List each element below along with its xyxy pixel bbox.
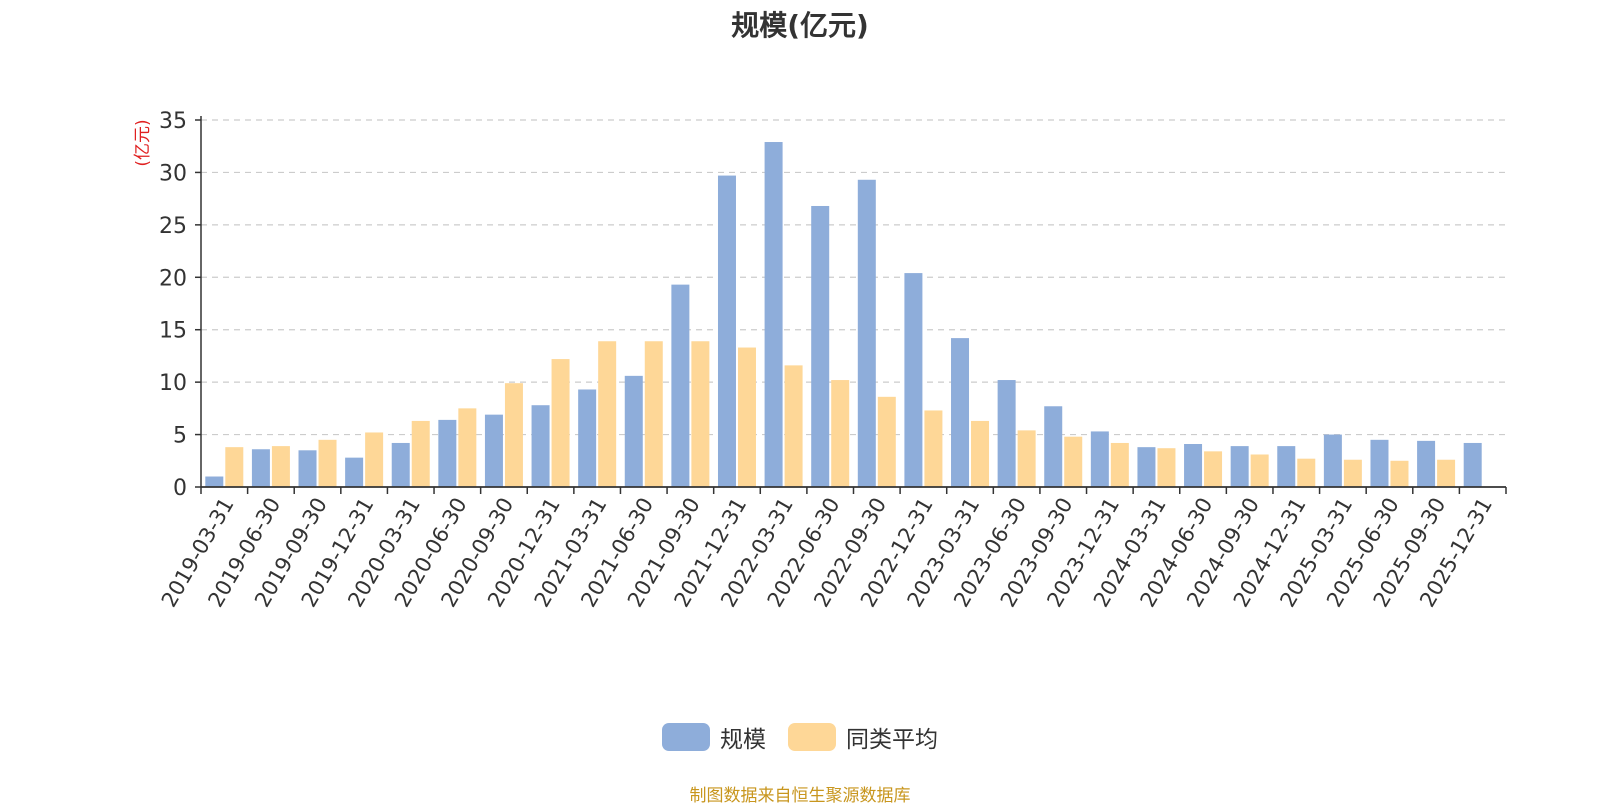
y-axis-label: (亿元)	[133, 119, 153, 166]
bar-series-2-2021-03-31	[598, 341, 617, 487]
bar-series-1-2024-03-31	[1137, 447, 1156, 487]
bar-series-1-2019-12-31	[345, 457, 364, 487]
y-tick-label-15: 15	[159, 319, 187, 344]
bar-series-2-2021-06-30	[644, 341, 663, 487]
bar-series-2-2025-09-30	[1437, 459, 1456, 487]
bar-series-1-2022-12-31	[904, 273, 923, 487]
bar-series-2-2024-09-30	[1250, 454, 1269, 487]
bar-series-1-2022-03-31	[764, 142, 783, 487]
source-note: 制图数据来自恒生聚源数据库	[689, 786, 911, 806]
bar-series-1-2025-09-30	[1417, 440, 1436, 487]
y-tick-label-20: 20	[159, 266, 187, 291]
bar-series-2-2024-06-30	[1204, 451, 1223, 487]
bar-series-1-2024-12-31	[1277, 446, 1296, 487]
legend-label-series-2: 同类平均	[846, 727, 938, 753]
bar-series-1-2021-03-31	[578, 389, 597, 487]
bar-series-1-2021-12-31	[717, 175, 736, 487]
bar-series-2-2022-03-31	[784, 365, 803, 487]
bar-series-1-2019-06-30	[251, 449, 270, 487]
bar-series-1-2024-09-30	[1230, 446, 1249, 487]
bar-series-1-2019-03-31	[205, 476, 224, 487]
bar-series-2-2020-06-30	[458, 408, 477, 487]
bar-series-1-2019-09-30	[298, 450, 317, 487]
bar-series-1-2025-03-31	[1323, 434, 1342, 487]
bar-series-1-2020-09-30	[484, 414, 503, 487]
bar-series-2-2025-03-31	[1343, 459, 1362, 487]
y-tick-label-5: 5	[173, 424, 187, 449]
bar-series-2-2019-03-31	[225, 447, 244, 487]
bar-series-1-2025-06-30	[1370, 439, 1389, 487]
bar-series-2-2021-09-30	[691, 341, 710, 487]
bar-series-2-2022-12-31	[924, 410, 943, 487]
bar-series-2-2023-09-30	[1064, 436, 1083, 487]
y-tick-label-30: 30	[159, 161, 187, 186]
bar-series-2-2023-06-30	[1017, 430, 1036, 487]
legend: 规模 同类平均	[0, 720, 1600, 754]
bar-series-1-2025-12-31	[1463, 442, 1482, 487]
bar-series-1-2020-03-31	[391, 442, 410, 487]
chart-title: 规模(亿元)	[731, 9, 869, 42]
legend-swatch-series-2	[788, 723, 836, 751]
bar-series-2-2019-09-30	[318, 439, 337, 487]
bar-series-2-2024-03-31	[1157, 448, 1176, 487]
bar-series-2-2022-09-30	[877, 396, 896, 487]
bar-series-1-2022-06-30	[811, 205, 830, 488]
legend-label-series-1: 规模	[720, 727, 766, 753]
bar-series-1-2021-09-30	[671, 284, 690, 487]
bar-series-2-2025-06-30	[1390, 460, 1409, 487]
bar-series-2-2019-06-30	[271, 446, 290, 487]
legend-item-series-2[interactable]: 同类平均	[788, 720, 938, 754]
y-tick-label-25: 25	[159, 214, 187, 239]
bar-series-1-2023-09-30	[1044, 406, 1063, 487]
bar-series-1-2020-06-30	[438, 419, 457, 487]
bar-series-2-2024-12-31	[1297, 458, 1316, 487]
bar-series-1-2024-06-30	[1184, 444, 1203, 487]
y-tick-label-10: 10	[159, 371, 187, 396]
bar-series-2-2023-03-31	[971, 420, 990, 487]
bar-series-2-2023-12-31	[1110, 442, 1129, 487]
bar-series-2-2020-12-31	[551, 359, 570, 487]
bar-series-1-2023-12-31	[1090, 431, 1109, 487]
y-tick-label-35: 35	[159, 109, 187, 134]
bar-series-1-2020-12-31	[531, 405, 550, 487]
legend-item-series-1[interactable]: 规模	[662, 720, 766, 754]
bar-series-2-2020-03-31	[411, 420, 430, 487]
bar-series-1-2023-06-30	[997, 380, 1016, 487]
bar-series-2-2020-09-30	[504, 383, 523, 487]
bar-series-2-2022-06-30	[831, 380, 850, 487]
bar-series-1-2022-09-30	[857, 179, 876, 488]
y-tick-label-0: 0	[173, 476, 187, 501]
bar-series-1-2023-03-31	[951, 338, 970, 487]
bar-series-2-2021-12-31	[737, 347, 756, 487]
bar-series-1-2021-06-30	[624, 375, 643, 487]
bar-series-2-2019-12-31	[365, 432, 384, 487]
legend-swatch-series-1	[662, 723, 710, 751]
